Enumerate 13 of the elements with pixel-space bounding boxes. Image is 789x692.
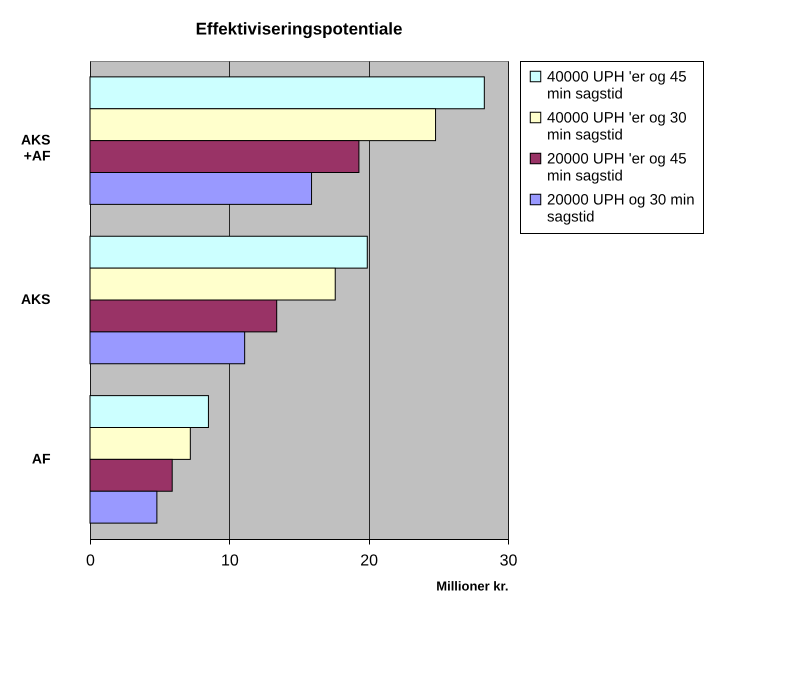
legend-label: 40000 UPH 'er og 45 min sagstid xyxy=(547,68,687,102)
x-tick-label: 10 xyxy=(220,552,239,570)
chart-title: Effektiviseringspotentiale xyxy=(196,20,402,38)
legend-label: 20000 UPH og 30 min sagstid xyxy=(547,192,695,226)
legend-label: 20000 UPH 'er og 45 min sagstid xyxy=(547,150,687,184)
x-tick-label: 20 xyxy=(360,552,378,570)
y-tick-label: AKS xyxy=(20,291,50,307)
y-tick-label: AF xyxy=(32,450,51,466)
y-tick-label: AKS +AF xyxy=(20,132,51,164)
x-axis-title: Millioner kr. xyxy=(436,578,508,594)
x-tick-label: 0 xyxy=(86,552,96,570)
x-tick-label: 30 xyxy=(500,552,518,570)
legend-label: 40000 UPH 'er og 30 min sagstid xyxy=(547,110,687,144)
